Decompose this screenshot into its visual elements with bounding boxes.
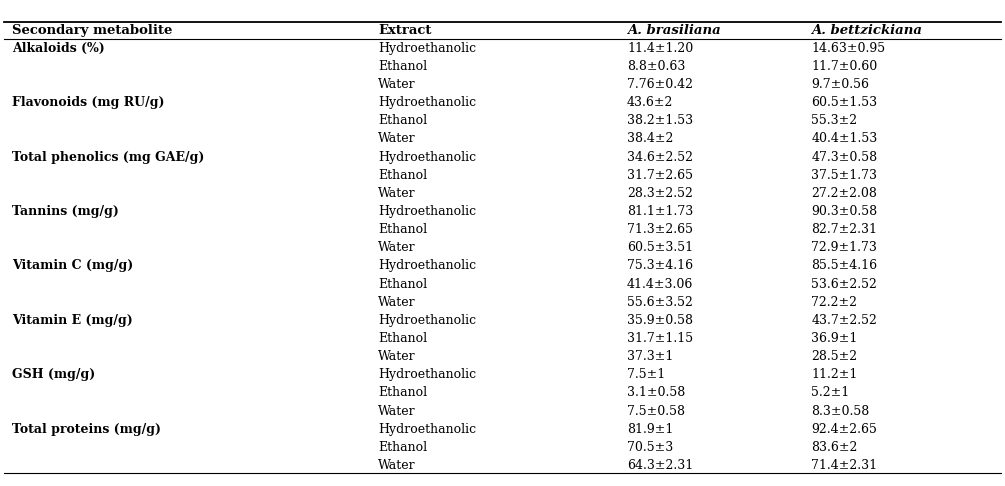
Text: 60.5±1.53: 60.5±1.53 xyxy=(811,96,877,109)
Text: Tannins (mg/g): Tannins (mg/g) xyxy=(12,205,119,218)
Text: Secondary metabolite: Secondary metabolite xyxy=(12,24,173,37)
Text: 43.7±2.52: 43.7±2.52 xyxy=(811,314,877,327)
Text: 11.4±1.20: 11.4±1.20 xyxy=(627,42,693,54)
Text: 11.7±0.60: 11.7±0.60 xyxy=(811,60,877,73)
Text: 83.6±2: 83.6±2 xyxy=(811,441,858,454)
Text: Hydroethanolic: Hydroethanolic xyxy=(378,368,476,382)
Text: Ethanol: Ethanol xyxy=(378,169,427,182)
Text: 85.5±4.16: 85.5±4.16 xyxy=(811,260,877,273)
Text: 3.1±0.58: 3.1±0.58 xyxy=(627,386,685,399)
Text: Water: Water xyxy=(378,350,415,363)
Text: 34.6±2.52: 34.6±2.52 xyxy=(627,151,693,163)
Text: Water: Water xyxy=(378,187,415,200)
Text: Hydroethanolic: Hydroethanolic xyxy=(378,205,476,218)
Text: Flavonoids (mg RU/g): Flavonoids (mg RU/g) xyxy=(12,96,165,109)
Text: Hydroethanolic: Hydroethanolic xyxy=(378,423,476,436)
Text: 28.3±2.52: 28.3±2.52 xyxy=(627,187,693,200)
Text: Extract: Extract xyxy=(378,24,431,37)
Text: 28.5±2: 28.5±2 xyxy=(811,350,857,363)
Text: Vitamin E (mg/g): Vitamin E (mg/g) xyxy=(12,314,133,327)
Text: 38.2±1.53: 38.2±1.53 xyxy=(627,114,693,127)
Text: A. brasiliana: A. brasiliana xyxy=(627,24,721,37)
Text: Total phenolics (mg GAE/g): Total phenolics (mg GAE/g) xyxy=(12,151,204,163)
Text: 7.5±1: 7.5±1 xyxy=(627,368,665,382)
Text: Ethanol: Ethanol xyxy=(378,114,427,127)
Text: 40.4±1.53: 40.4±1.53 xyxy=(811,132,877,145)
Text: Water: Water xyxy=(378,78,415,91)
Text: 72.2±2: 72.2±2 xyxy=(811,295,857,309)
Text: Ethanol: Ethanol xyxy=(378,386,427,399)
Text: 7.76±0.42: 7.76±0.42 xyxy=(627,78,693,91)
Text: Water: Water xyxy=(378,459,415,472)
Text: 31.7±2.65: 31.7±2.65 xyxy=(627,169,693,182)
Text: 92.4±2.65: 92.4±2.65 xyxy=(811,423,877,436)
Text: Total proteins (mg/g): Total proteins (mg/g) xyxy=(12,423,161,436)
Text: GSH (mg/g): GSH (mg/g) xyxy=(12,368,95,382)
Text: 72.9±1.73: 72.9±1.73 xyxy=(811,241,877,254)
Text: 81.1±1.73: 81.1±1.73 xyxy=(627,205,693,218)
Text: 8.8±0.63: 8.8±0.63 xyxy=(627,60,685,73)
Text: Vitamin C (mg/g): Vitamin C (mg/g) xyxy=(12,260,134,273)
Text: 11.2±1: 11.2±1 xyxy=(811,368,858,382)
Text: Hydroethanolic: Hydroethanolic xyxy=(378,314,476,327)
Text: 64.3±2.31: 64.3±2.31 xyxy=(627,459,693,472)
Text: Hydroethanolic: Hydroethanolic xyxy=(378,260,476,273)
Text: 7.5±0.58: 7.5±0.58 xyxy=(627,405,685,417)
Text: Water: Water xyxy=(378,132,415,145)
Text: Ethanol: Ethanol xyxy=(378,332,427,345)
Text: Hydroethanolic: Hydroethanolic xyxy=(378,96,476,109)
Text: 31.7±1.15: 31.7±1.15 xyxy=(627,332,693,345)
Text: 55.3±2: 55.3±2 xyxy=(811,114,857,127)
Text: 53.6±2.52: 53.6±2.52 xyxy=(811,278,877,291)
Text: Hydroethanolic: Hydroethanolic xyxy=(378,151,476,163)
Text: Ethanol: Ethanol xyxy=(378,278,427,291)
Text: Ethanol: Ethanol xyxy=(378,60,427,73)
Text: 37.3±1: 37.3±1 xyxy=(627,350,673,363)
Text: 9.7±0.56: 9.7±0.56 xyxy=(811,78,869,91)
Text: 38.4±2: 38.4±2 xyxy=(627,132,673,145)
Text: 71.4±2.31: 71.4±2.31 xyxy=(811,459,877,472)
Text: 41.4±3.06: 41.4±3.06 xyxy=(627,278,693,291)
Text: 43.6±2: 43.6±2 xyxy=(627,96,673,109)
Text: 8.3±0.58: 8.3±0.58 xyxy=(811,405,869,417)
Text: Ethanol: Ethanol xyxy=(378,223,427,236)
Text: 37.5±1.73: 37.5±1.73 xyxy=(811,169,877,182)
Text: Water: Water xyxy=(378,405,415,417)
Text: A. bettzickiana: A. bettzickiana xyxy=(811,24,923,37)
Text: 75.3±4.16: 75.3±4.16 xyxy=(627,260,693,273)
Text: 47.3±0.58: 47.3±0.58 xyxy=(811,151,877,163)
Text: 14.63±0.95: 14.63±0.95 xyxy=(811,42,885,54)
Text: Hydroethanolic: Hydroethanolic xyxy=(378,42,476,54)
Text: 27.2±2.08: 27.2±2.08 xyxy=(811,187,877,200)
Text: 81.9±1: 81.9±1 xyxy=(627,423,673,436)
Text: 35.9±0.58: 35.9±0.58 xyxy=(627,314,693,327)
Text: 36.9±1: 36.9±1 xyxy=(811,332,858,345)
Text: 5.2±1: 5.2±1 xyxy=(811,386,849,399)
Text: 60.5±3.51: 60.5±3.51 xyxy=(627,241,693,254)
Text: Ethanol: Ethanol xyxy=(378,441,427,454)
Text: Water: Water xyxy=(378,295,415,309)
Text: 70.5±3: 70.5±3 xyxy=(627,441,673,454)
Text: 71.3±2.65: 71.3±2.65 xyxy=(627,223,693,236)
Text: 82.7±2.31: 82.7±2.31 xyxy=(811,223,877,236)
Text: 90.3±0.58: 90.3±0.58 xyxy=(811,205,877,218)
Text: Water: Water xyxy=(378,241,415,254)
Text: 55.6±3.52: 55.6±3.52 xyxy=(627,295,693,309)
Text: Alkaloids (%): Alkaloids (%) xyxy=(12,42,105,54)
